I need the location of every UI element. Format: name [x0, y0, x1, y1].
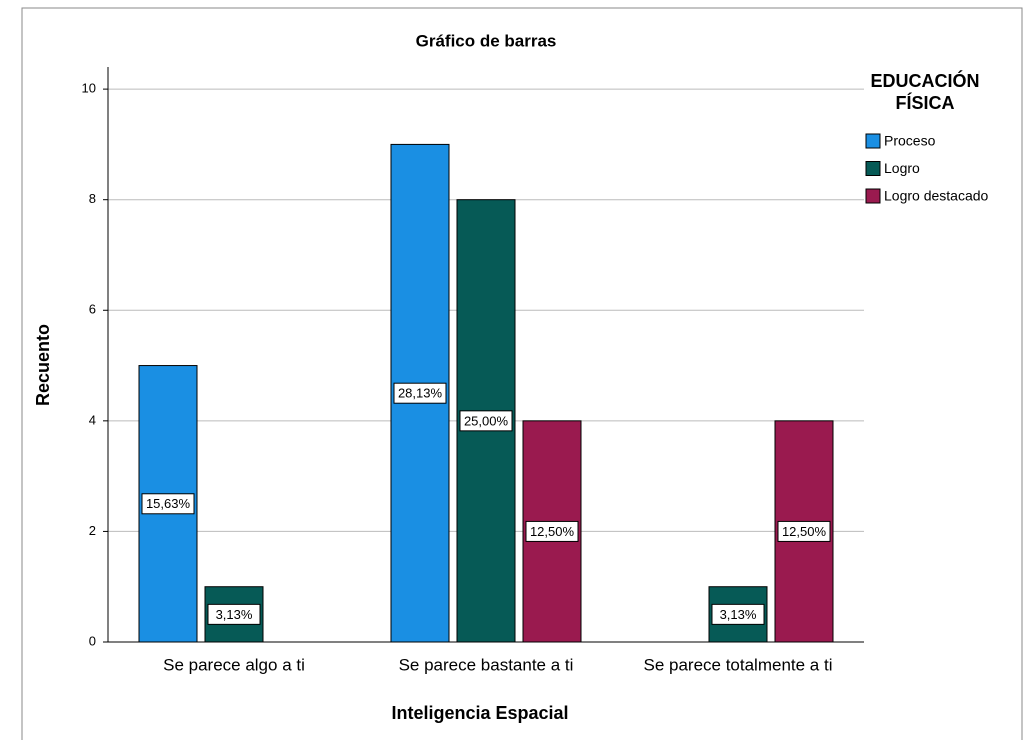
value-label-box: [525, 520, 579, 542]
legend-label: Logro: [884, 160, 920, 176]
value-label-box: [459, 410, 513, 432]
value-label: 12,50%: [530, 524, 575, 539]
y-axis-label: Recuento: [33, 324, 53, 406]
y-tick-label: 8: [89, 191, 96, 206]
y-tick-label: 6: [89, 302, 96, 317]
legend-swatch: [865, 133, 881, 149]
value-label: 15,63%: [146, 496, 191, 511]
value-label-box: [207, 603, 261, 625]
value-label: 12,50%: [782, 524, 827, 539]
chart-title: Gráfico de barras: [416, 31, 557, 50]
y-tick-label: 10: [82, 81, 96, 96]
value-label-box: [141, 493, 195, 515]
legend-label: Logro destacado: [884, 188, 989, 204]
value-label: 3,13%: [720, 607, 757, 622]
value-label: 25,00%: [464, 413, 509, 428]
legend-title: FÍSICA: [895, 92, 954, 113]
x-tick-label: Se parece totalmente a ti: [643, 655, 832, 674]
x-tick-label: Se parece algo a ti: [163, 655, 305, 674]
legend-swatch: [865, 188, 881, 204]
legend-label: Proceso: [884, 133, 936, 149]
value-label-box: [777, 520, 831, 542]
value-label-box: [393, 382, 447, 404]
legend-swatch: [865, 161, 881, 176]
y-tick-label: 2: [89, 523, 96, 538]
legend-title: EDUCACIÓN: [870, 70, 979, 91]
y-tick-label: 4: [89, 412, 96, 427]
value-label: 3,13%: [216, 607, 253, 622]
x-axis-label: Inteligencia Espacial: [391, 703, 568, 723]
x-tick-label: Se parece bastante a ti: [399, 655, 574, 674]
value-label: 28,13%: [398, 386, 443, 401]
value-label-box: [711, 603, 765, 625]
y-tick-label: 0: [89, 633, 96, 648]
